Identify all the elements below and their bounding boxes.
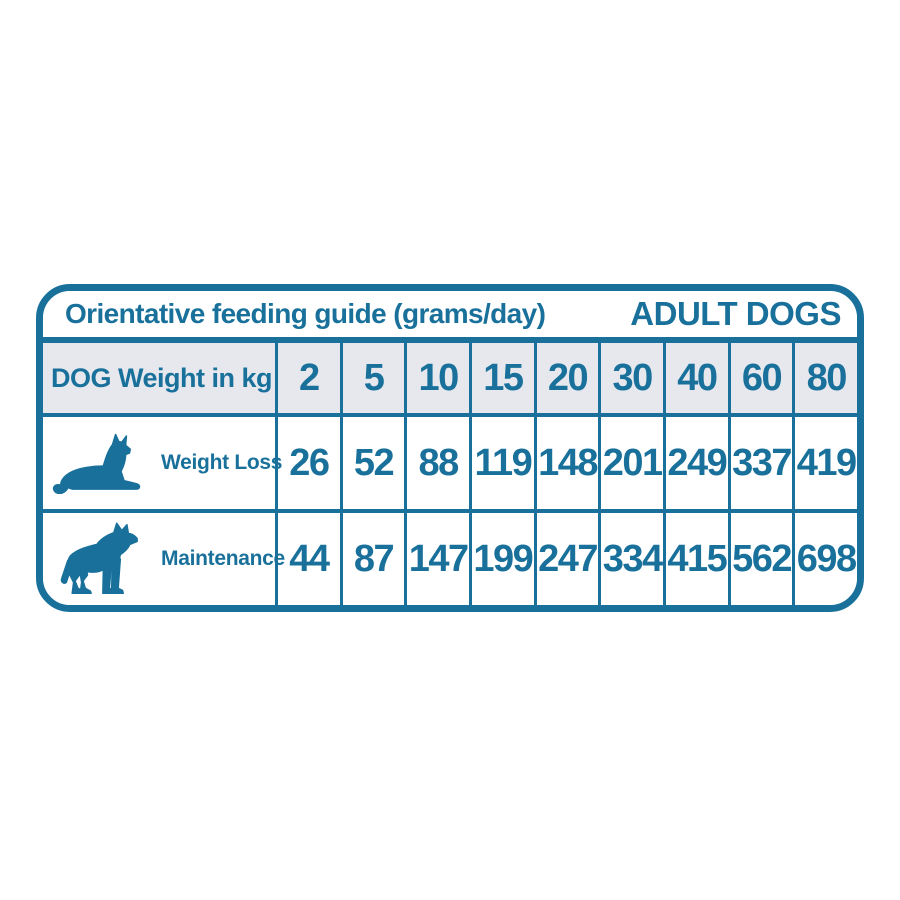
weight-col: 5 [339,343,405,413]
feeding-value: 334 [598,513,663,605]
maintenance-label-cell: Maintenance [43,513,285,605]
audience-label: ADULT DOGS [630,295,841,332]
standing-dog-icon [49,522,153,596]
feeding-value: 119 [469,417,534,509]
feeding-value: 87 [339,513,405,605]
weight-col: 20 [533,343,599,413]
feeding-value: 148 [533,417,598,509]
table-title-bar: Orientative feeding guide (grams/day) AD… [43,291,857,337]
table-title: Orientative feeding guide (grams/day) [65,298,546,329]
weight-col: 10 [404,343,469,413]
feeding-guide-table: Orientative feeding guide (grams/day) AD… [36,284,864,612]
feeding-value: 337 [727,417,792,509]
feeding-value: 147 [404,513,469,605]
feeding-value: 698 [792,513,857,605]
weight-col: 40 [663,343,728,413]
feeding-value: 562 [727,513,792,605]
weight-loss-label-cell: Weight Loss [43,417,282,509]
weight-header-label: DOG Weight in kg [51,362,273,393]
feeding-value: 419 [792,417,857,509]
weight-col: 2 [275,343,340,413]
feeding-value: 44 [275,513,340,605]
weight-loss-row: Weight Loss 26 52 88 119 148 201 249 337… [43,413,857,509]
weight-loss-label: Weight Loss [161,451,283,474]
weight-col: 80 [792,343,857,413]
feeding-value: 26 [275,417,340,509]
feeding-value: 199 [469,513,534,605]
feeding-value: 249 [663,417,728,509]
feeding-value: 201 [598,417,663,509]
feeding-value: 88 [404,417,469,509]
feeding-value: 247 [533,513,598,605]
feeding-value: 52 [339,417,405,509]
maintenance-label: Maintenance [161,547,285,570]
lying-dog-icon [49,432,153,494]
feeding-value: 415 [663,513,728,605]
weight-col: 30 [598,343,663,413]
maintenance-row: Maintenance 44 87 147 199 247 334 415 56… [43,509,857,605]
weight-col: 15 [469,343,534,413]
weight-header-row: DOG Weight in kg 2 5 10 15 20 30 40 60 8… [43,337,857,413]
weight-col: 60 [727,343,793,413]
